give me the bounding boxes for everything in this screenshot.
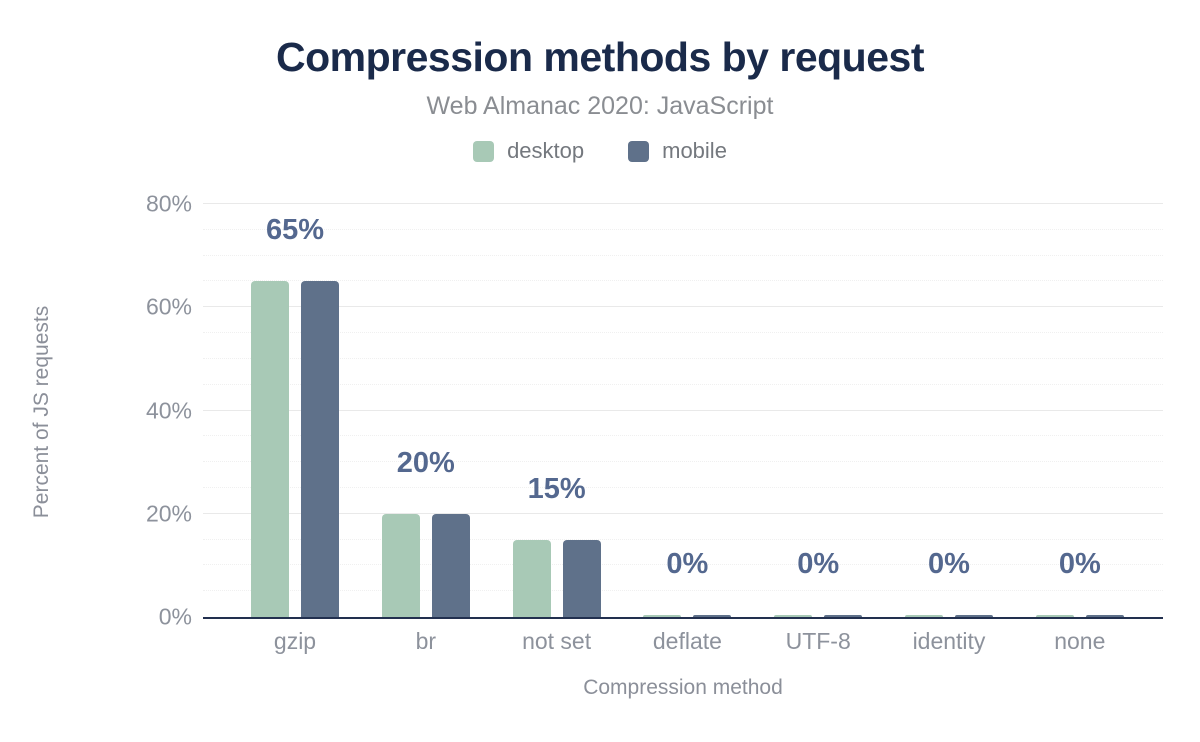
x-tick-label-deflate: deflate: [652, 628, 722, 654]
x-tick-label-br: br: [415, 628, 437, 654]
y-tick-label: 40%: [145, 397, 192, 423]
bar-mobile-deflate[interactable]: [693, 614, 732, 617]
minor-gridline: [203, 590, 1163, 592]
bar-desktop-none[interactable]: [1035, 614, 1074, 617]
data-label-deflate: 0%: [666, 547, 709, 580]
data-label-gzip: 65%: [265, 214, 325, 247]
data-label-none: 0%: [1058, 547, 1101, 580]
minor-gridline: [203, 435, 1163, 437]
minor-gridline: [203, 254, 1163, 256]
minor-gridline: [203, 357, 1163, 359]
bar-mobile-none[interactable]: [1085, 614, 1124, 617]
legend-item-desktop[interactable]: desktop: [473, 138, 584, 164]
plot-area: 65% 20% 15% 0% 0% 0% 0%: [203, 203, 1163, 619]
bar-mobile-UTF-8[interactable]: [824, 614, 863, 617]
bar-desktop-UTF-8[interactable]: [774, 614, 813, 617]
x-axis-ticks: gzip br not set deflate UTF-8 identity none: [203, 628, 1163, 658]
bar-desktop-identity[interactable]: [905, 614, 943, 617]
y-tick-label: 0%: [158, 603, 192, 630]
bar-mobile-gzip[interactable]: [301, 281, 339, 617]
major-gridline: [203, 306, 1163, 308]
major-gridline: [203, 512, 1163, 514]
data-label-not-set: 15%: [527, 472, 586, 505]
legend: desktop mobile: [0, 138, 1200, 164]
x-tick-label-none: none: [1054, 628, 1106, 654]
minor-gridline: [203, 280, 1163, 282]
minor-gridline: [203, 564, 1163, 566]
x-axis-title: Compression method: [583, 676, 783, 699]
y-axis-title: Percent of JS requests: [30, 305, 53, 519]
legend-item-mobile[interactable]: mobile: [628, 138, 727, 164]
bar-mobile-br[interactable]: [431, 513, 470, 617]
major-gridline: [203, 409, 1163, 411]
minor-gridline: [203, 486, 1163, 488]
bar-desktop-deflate[interactable]: [643, 614, 682, 617]
y-axis-ticks: 0% 20% 40% 60% 80%: [118, 191, 192, 630]
x-tick-label-identity: identity: [912, 628, 986, 654]
legend-label-mobile: mobile: [662, 138, 727, 163]
bar-desktop-gzip[interactable]: [251, 281, 289, 617]
minor-gridline: [203, 383, 1163, 385]
minor-gridline: [203, 332, 1163, 334]
bar-mobile-not-set[interactable]: [562, 539, 601, 617]
bar-desktop-not-set[interactable]: [512, 539, 551, 617]
data-label-identity: 0%: [928, 547, 970, 580]
chart-subtitle: Web Almanac 2020: JavaScript: [426, 92, 774, 120]
y-tick-label: 20%: [145, 500, 192, 527]
chart-title: Compression methods by request: [276, 34, 924, 80]
y-tick-label: 60%: [145, 293, 192, 320]
legend-label-desktop: desktop: [507, 138, 585, 163]
minor-gridline: [203, 461, 1163, 463]
mobile-swatch: [628, 140, 650, 162]
minor-gridline: [203, 228, 1163, 230]
x-tick-label-not-set: not set: [522, 628, 592, 654]
data-label-br: 20%: [396, 446, 455, 479]
major-gridline: [203, 203, 1163, 204]
desktop-swatch: [473, 140, 495, 162]
y-tick-label: 80%: [145, 190, 192, 217]
bar-mobile-identity[interactable]: [955, 614, 993, 617]
data-label-UTF-8: 0%: [797, 547, 840, 580]
x-tick-label-gzip: gzip: [273, 628, 317, 654]
x-tick-label-UTF-8: UTF-8: [785, 628, 851, 654]
bar-desktop-br[interactable]: [381, 513, 420, 617]
minor-gridline: [203, 538, 1163, 540]
